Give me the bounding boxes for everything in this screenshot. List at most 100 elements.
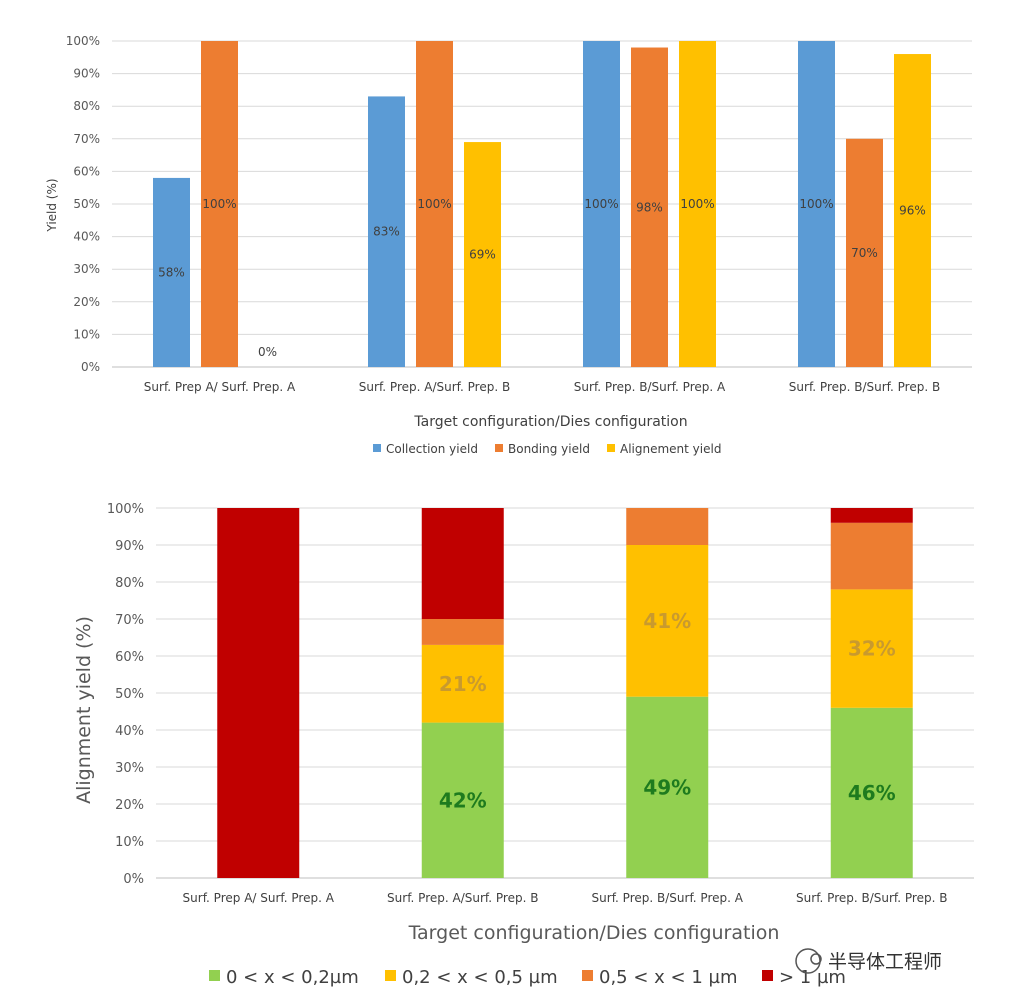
top-data-label: 100% xyxy=(202,197,236,211)
top-legend-swatch xyxy=(607,444,615,452)
bottom-data-label: 21% xyxy=(439,672,487,696)
top-y-tick-label: 0% xyxy=(81,360,100,374)
top-y-tick-label: 90% xyxy=(73,67,100,81)
watermark-logo-icon-inner xyxy=(810,953,822,965)
top-bar-collection xyxy=(583,41,620,367)
top-data-labels: 58% 100% 0% 83% 100% 69% 100% 98% 100% 100% 70% 96% xyxy=(158,197,926,359)
bottom-bar-segment-lt-0-2um xyxy=(626,696,709,878)
bottom-legend: 0 < x < 0,2µm 0,2 < x < 0,5 µm 0,5 < x < 1… xyxy=(209,967,846,988)
top-bar-alignment xyxy=(679,41,716,367)
top-x-axis-title: Target configuration/Dies configuration xyxy=(413,414,687,430)
bottom-bar-segment-lt-0-2um xyxy=(421,722,504,878)
top-data-label: 96% xyxy=(899,204,926,218)
top-bar-collection xyxy=(153,177,190,367)
bottom-bar-segment-0-2-to-0-5um xyxy=(830,589,913,708)
bottom-bar-segment-gt-1um xyxy=(830,508,913,523)
bottom-legend-label: 0,5 < x < 1 µm xyxy=(599,967,738,988)
bottom-bar-segment-lt-0-2um xyxy=(830,707,913,878)
bottom-data-label: 42% xyxy=(439,788,487,812)
bottom-data-label: 49% xyxy=(643,775,691,799)
top-data-label: 100% xyxy=(584,197,618,211)
top-y-tick-label: 50% xyxy=(73,197,100,211)
top-legend-swatch xyxy=(373,444,381,452)
bottom-y-tick-label: 80% xyxy=(115,576,144,591)
top-y-tick-label: 80% xyxy=(73,99,100,113)
bottom-legend-swatch xyxy=(209,970,220,981)
bottom-data-labels: 42% 21% 49% 41% 46% 32% xyxy=(439,609,896,812)
bottom-y-tick-label: 70% xyxy=(115,613,144,628)
top-data-label: 100% xyxy=(799,197,833,211)
bottom-legend-swatch xyxy=(385,970,396,981)
bottom-y-tick-label: 10% xyxy=(115,835,144,850)
bottom-data-label: 32% xyxy=(848,637,896,661)
top-legend-label: Alignement yield xyxy=(620,442,721,456)
bottom-category-labels: Surf. Prep A/ Surf. Prep. A Surf. Prep. A… xyxy=(183,891,948,905)
bottom-y-tick-label: 0% xyxy=(123,872,144,887)
top-data-label: 98% xyxy=(636,200,663,214)
top-category-labels: Surf. Prep A/ Surf. Prep. A Surf. Prep. A… xyxy=(144,380,940,394)
top-bar-alignment xyxy=(894,54,931,367)
top-legend-label: Collection yield xyxy=(386,442,478,456)
top-data-label: 58% xyxy=(158,265,185,279)
top-legend-label: Bonding yield xyxy=(508,442,590,456)
top-legend-swatch xyxy=(495,444,503,452)
bottom-legend-label: > 1 µm xyxy=(779,967,846,988)
bottom-category-label: Surf. Prep. A/Surf. Prep. B xyxy=(387,891,538,905)
bottom-bar-segment-0-5-to-1um xyxy=(421,619,504,645)
bottom-bar-segment-0-2-to-0-5um xyxy=(626,545,709,697)
top-data-label: 69% xyxy=(469,248,496,262)
bottom-legend-label: 0,2 < x < 0,5 µm xyxy=(402,967,558,988)
bottom-bar-segment-gt-1um xyxy=(217,508,300,878)
bottom-bar-segment-0-5-to-1um xyxy=(830,522,913,590)
top-y-tick-label: 30% xyxy=(73,262,100,276)
bottom-y-tick-labels: 0% 10% 20% 30% 40% 50% 60% 70% 80% 90% 100% xyxy=(107,502,144,887)
bottom-category-label: Surf. Prep. B/Surf. Prep. B xyxy=(796,891,947,905)
top-category-label: Surf. Prep A/ Surf. Prep. A xyxy=(144,380,296,394)
watermark-text: 半导体工程师 xyxy=(828,951,942,973)
top-category-label: Surf. Prep. A/Surf. Prep. B xyxy=(359,380,510,394)
top-data-label: 0% xyxy=(258,345,277,359)
bottom-data-label: 41% xyxy=(643,609,691,633)
bottom-y-tick-label: 20% xyxy=(115,798,144,813)
top-category-label: Surf. Prep. B/Surf. Prep. B xyxy=(789,380,940,394)
bottom-chart: 0% 10% 20% 30% 40% 50% 60% 70% 80% 90% 100% 42% 21%… xyxy=(73,502,974,988)
top-y-tick-label: 10% xyxy=(73,327,100,341)
bottom-y-tick-label: 30% xyxy=(115,761,144,776)
bottom-legend-swatch xyxy=(582,970,593,981)
bottom-legend-label: 0 < x < 0,2µm xyxy=(226,967,359,988)
top-bar-alignment xyxy=(464,142,501,367)
top-y-tick-labels: 0% 10% 20% 30% 40% 50% 60% 70% 80% 90% 100% xyxy=(66,34,100,374)
bottom-bars xyxy=(217,508,913,878)
top-y-axis-title: Yield (%) xyxy=(45,178,59,232)
bottom-legend-swatch xyxy=(762,970,773,981)
bottom-bar-segment-gt-1um xyxy=(421,508,504,619)
bottom-y-tick-label: 100% xyxy=(107,502,144,517)
top-bar-bonding xyxy=(416,41,453,367)
bottom-y-axis-title: Alignment yield (%) xyxy=(73,616,95,804)
top-bar-bonding xyxy=(631,47,668,368)
top-bars xyxy=(153,41,931,368)
bottom-data-label: 46% xyxy=(848,781,896,805)
bottom-bar-segment-0-2-to-0-5um xyxy=(421,644,504,723)
top-data-label: 83% xyxy=(373,225,400,239)
bottom-bar-segment-0-5-to-1um xyxy=(626,508,709,545)
bottom-y-tick-label: 90% xyxy=(115,539,144,554)
top-bar-bonding xyxy=(846,138,883,367)
top-bar-collection xyxy=(798,41,835,367)
bottom-category-label: Surf. Prep A/ Surf. Prep. A xyxy=(183,891,335,905)
bottom-y-tick-label: 60% xyxy=(115,650,144,665)
top-gridlines xyxy=(112,40,972,368)
top-y-tick-label: 40% xyxy=(73,230,100,244)
top-legend: Collection yield Bonding yield Alignement … xyxy=(373,442,721,456)
bottom-x-axis-title: Target configuration/Dies configuration xyxy=(408,922,780,944)
top-y-tick-label: 20% xyxy=(73,295,100,309)
top-data-label: 70% xyxy=(851,246,878,260)
top-data-label: 100% xyxy=(417,197,451,211)
top-y-tick-label: 70% xyxy=(73,132,100,146)
top-data-label: 100% xyxy=(680,197,714,211)
top-y-tick-label: 60% xyxy=(73,164,100,178)
top-bar-bonding xyxy=(201,41,238,367)
top-bar-collection xyxy=(368,96,405,368)
bottom-y-tick-label: 50% xyxy=(115,687,144,702)
